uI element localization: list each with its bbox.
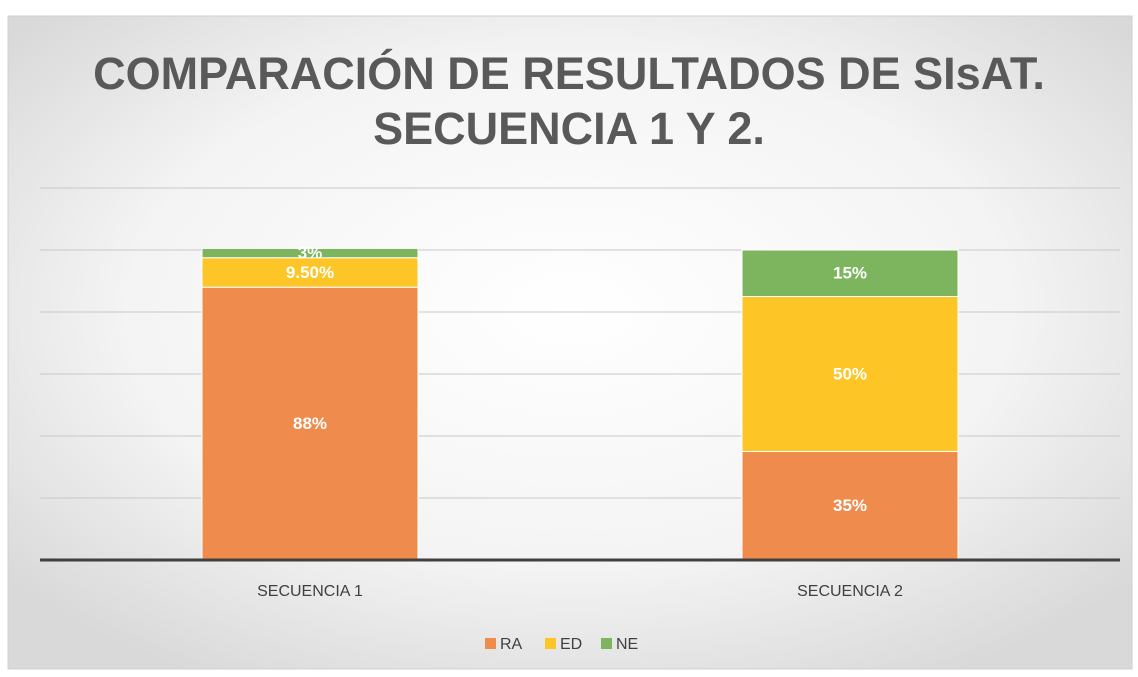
data-label: 15%	[833, 264, 867, 283]
bar-segment	[201, 257, 419, 288]
legend-swatch	[545, 638, 556, 649]
legend-label: RA	[500, 636, 523, 653]
data-label: 88%	[293, 414, 327, 433]
data-label: 35%	[833, 496, 867, 515]
bar-segment	[201, 247, 419, 259]
chart-title: COMPARACIÓN DE RESULTADOS DE SIsAT.	[93, 48, 1045, 99]
chart-title: SECUENCIA 1 Y 2.	[373, 103, 765, 154]
data-label: 50%	[833, 364, 867, 383]
data-label: 9.50%	[286, 263, 334, 282]
legend-label: ED	[560, 636, 582, 653]
x-tick-label: SECUENCIA 2	[797, 583, 903, 600]
x-tick-label: SECUENCIA 1	[257, 583, 363, 600]
legend-swatch	[485, 638, 496, 649]
legend-swatch	[601, 638, 612, 649]
bar-segment	[741, 451, 959, 561]
legend-label: NE	[616, 636, 638, 653]
bar-segment	[201, 286, 419, 561]
bar-segment	[741, 249, 959, 297]
bar-segment	[741, 296, 959, 452]
data-label: 3%	[298, 244, 323, 263]
